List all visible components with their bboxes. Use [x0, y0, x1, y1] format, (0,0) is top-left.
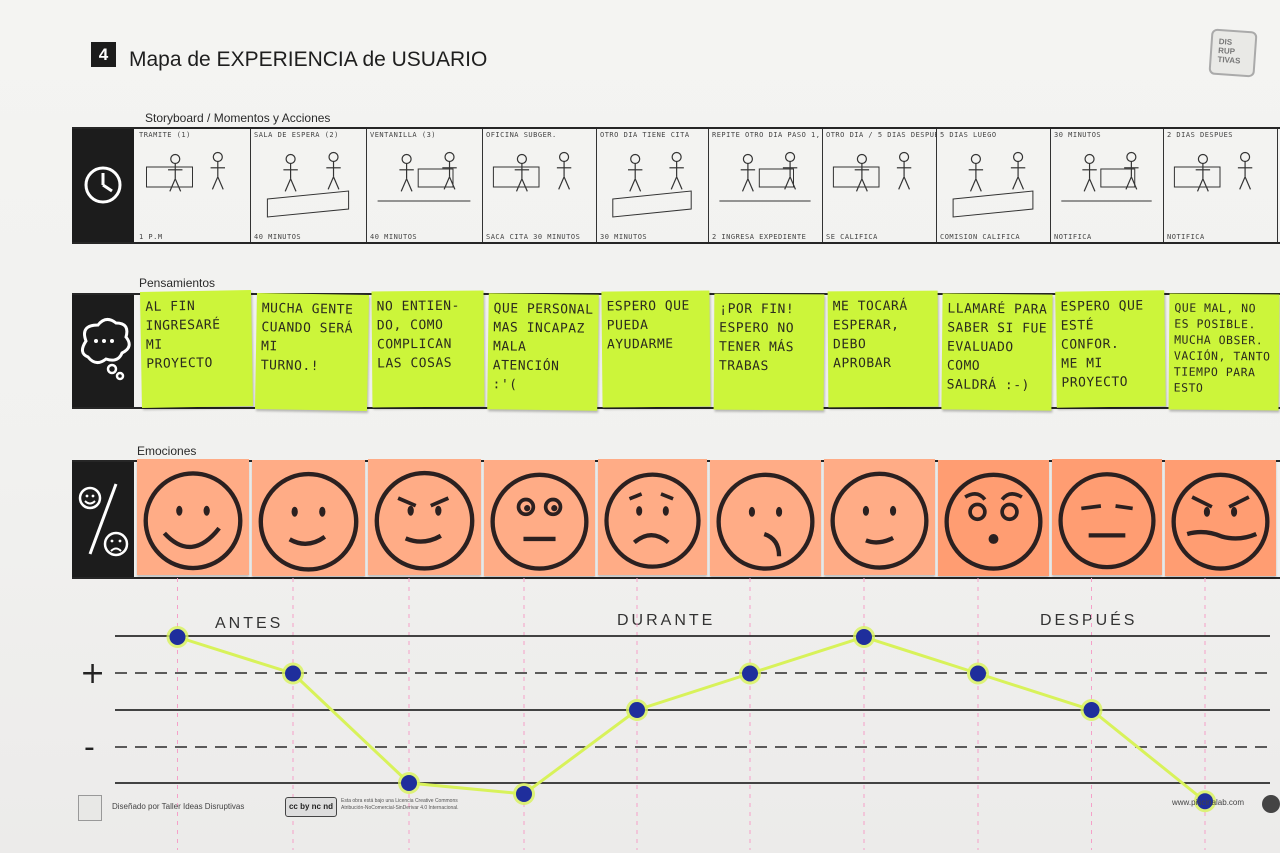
- emotions-label: Emociones: [137, 444, 197, 458]
- storyboard-row: TRAMITE (1) 1 P.M SALA DE ESPERA (2) 40 MI…: [72, 127, 1280, 244]
- minus-sign: -: [84, 730, 95, 765]
- storyboard-sketch: [377, 151, 471, 202]
- curve-line: [177, 635, 1206, 803]
- storyboard-caption-bottom: NOTIFICA: [1054, 233, 1092, 241]
- cc-license-badge: cc by nc nd: [285, 797, 337, 817]
- emotion-furious-face: [1165, 460, 1276, 576]
- storyboard-caption-bottom: 1 P.M: [139, 233, 163, 241]
- content-face-icon: [830, 471, 929, 570]
- angry-face-icon: [374, 470, 475, 571]
- neutral-face-icon: [1058, 472, 1156, 570]
- curve-point: [1083, 702, 1100, 718]
- emotion-content-face: [824, 459, 935, 575]
- storyboard-sketch: [492, 151, 572, 192]
- furious-face-icon: [1171, 472, 1270, 571]
- storyboard-frame: VENTANILLA (3) 40 MINUTOS: [366, 129, 483, 242]
- storyboard-sketch: [1061, 151, 1152, 202]
- phase-during: DURANTE: [617, 612, 716, 629]
- curve-point: [169, 629, 186, 645]
- storyboard-caption-top: 2 DIAS DESPUES: [1167, 131, 1234, 139]
- thought-bubble-icon: [72, 295, 134, 407]
- emotion-angry-face: [368, 459, 481, 575]
- storyboard-caption-top: 5 DIAS LUEGO: [940, 131, 997, 139]
- storyboard-caption-bottom: 40 MINUTOS: [254, 233, 302, 241]
- storyboard-caption-bottom: 30 MINUTOS: [600, 233, 648, 241]
- storyboard-caption-top: 30 MINUTOS: [1054, 131, 1102, 139]
- storyboard-caption-top: VENTANILLA (3): [370, 131, 437, 139]
- storyboard-caption-top: OTRO DIA / 5 DIAS DESPUES: [826, 131, 937, 139]
- storyboard-frame: OTRO DIA TIENE CITA 30 MINUTOS: [596, 129, 709, 242]
- slight-smile-face-icon: [258, 471, 359, 572]
- emotion-smile-face: [137, 459, 249, 575]
- curve-point: [970, 665, 986, 682]
- smile-face-icon: [143, 471, 243, 571]
- crying-face-icon: [944, 472, 1043, 571]
- surprised-face-icon: [490, 472, 589, 571]
- footer-url: www.piscinalab.com: [1172, 798, 1245, 807]
- storyboard-sketch: [612, 151, 692, 218]
- sad-face-icon: [604, 472, 701, 569]
- page-title: Mapa de EXPERIENCIA de USUARIO: [129, 48, 488, 71]
- curve-point: [629, 702, 645, 718]
- storyboard-caption-bottom: NOTIFICA: [1167, 233, 1205, 241]
- doubtful-face-icon: [716, 472, 815, 571]
- footer-dot: [1262, 795, 1280, 813]
- clock-icon: [72, 129, 134, 242]
- storyboard-sketch: [266, 151, 350, 218]
- happy-sad-icon: [72, 462, 134, 577]
- emotion-sad-face: [598, 459, 707, 575]
- storyboard-frame: TRAMITE (1) 1 P.M: [135, 129, 251, 242]
- storyboard-caption-bottom: SE CALIFICA: [826, 233, 878, 241]
- storyboard-caption-top: OFICINA SUBGER.: [486, 131, 557, 139]
- curve-point: [401, 775, 417, 791]
- storyboard-frame: REPITE OTRO DIA PASO 1, 2, 3 2 INGRESA EX…: [708, 129, 823, 242]
- storyboard-frame: OFICINA SUBGER. SACA CITA 30 MINUTOS: [482, 129, 597, 242]
- storyboard-sketch: [832, 151, 912, 192]
- storyboard-frame: 2 DIAS DESPUES NOTIFICA: [1163, 129, 1278, 242]
- storyboard-sketch: [1173, 151, 1253, 192]
- storyboard-frame: 5 DIAS LUEGO COMISION CALIFICA: [936, 129, 1051, 242]
- storyboard-caption-top: SALA DE ESPERA (2): [254, 131, 339, 139]
- phase-before: ANTES: [215, 615, 284, 632]
- curve-point: [856, 629, 872, 645]
- storyboard-caption-bottom: COMISION CALIFICA: [940, 233, 1021, 241]
- emotion-doubtful-face: [710, 460, 821, 576]
- storyboard-caption-top: OTRO DIA TIENE CITA: [600, 131, 690, 139]
- curve-point: [285, 665, 301, 682]
- emotion-surprised-face: [484, 460, 595, 576]
- storyboard-caption-bottom: 2 INGRESA EXPEDIENTE: [712, 233, 807, 241]
- storyboard-label: Storyboard / Momentos y Acciones: [145, 111, 331, 125]
- storyboard-frame: SALA DE ESPERA (2) 40 MINUTOS: [250, 129, 367, 242]
- curve-point: [742, 665, 758, 682]
- footer-credit: Diseñado por Taller Ideas Disruptivas: [112, 802, 245, 811]
- storyboard-sketch: [952, 151, 1034, 218]
- emotion-crying-face: [938, 460, 1049, 576]
- storyboard-frame: OTRO DIA / 5 DIAS DESPUES SE CALIFICA: [822, 129, 937, 242]
- storyboard-frame: 30 MINUTOS NOTIFICA: [1050, 129, 1164, 242]
- storyboard-caption-bottom: 40 MINUTOS: [370, 233, 418, 241]
- storyboard-sketch: [146, 151, 225, 192]
- thoughts-label: Pensamientos: [139, 276, 216, 290]
- section-number: 4: [91, 42, 116, 67]
- emotion-neutral-face: [1052, 459, 1162, 575]
- curve-point: [1197, 793, 1213, 810]
- emotion-slight-smile-face: [252, 460, 365, 576]
- storyboard-sketch: [719, 151, 811, 202]
- storyboard-frames: TRAMITE (1) 1 P.M SALA DE ESPERA (2) 40 MI…: [134, 129, 1280, 242]
- footer-logo: [78, 795, 102, 821]
- phase-after: DESPUÉS: [1040, 612, 1138, 629]
- storyboard-caption-bottom: SACA CITA 30 MINUTOS: [486, 233, 581, 241]
- license-text: Esta obra está bajo una Licencia Creativ…: [341, 798, 459, 811]
- storyboard-caption-top: TRAMITE (1): [139, 131, 191, 139]
- plus-sign: +: [80, 656, 106, 691]
- storyboard-caption-top: REPITE OTRO DIA PASO 1, 2, 3: [712, 131, 822, 139]
- curve-point: [516, 785, 532, 802]
